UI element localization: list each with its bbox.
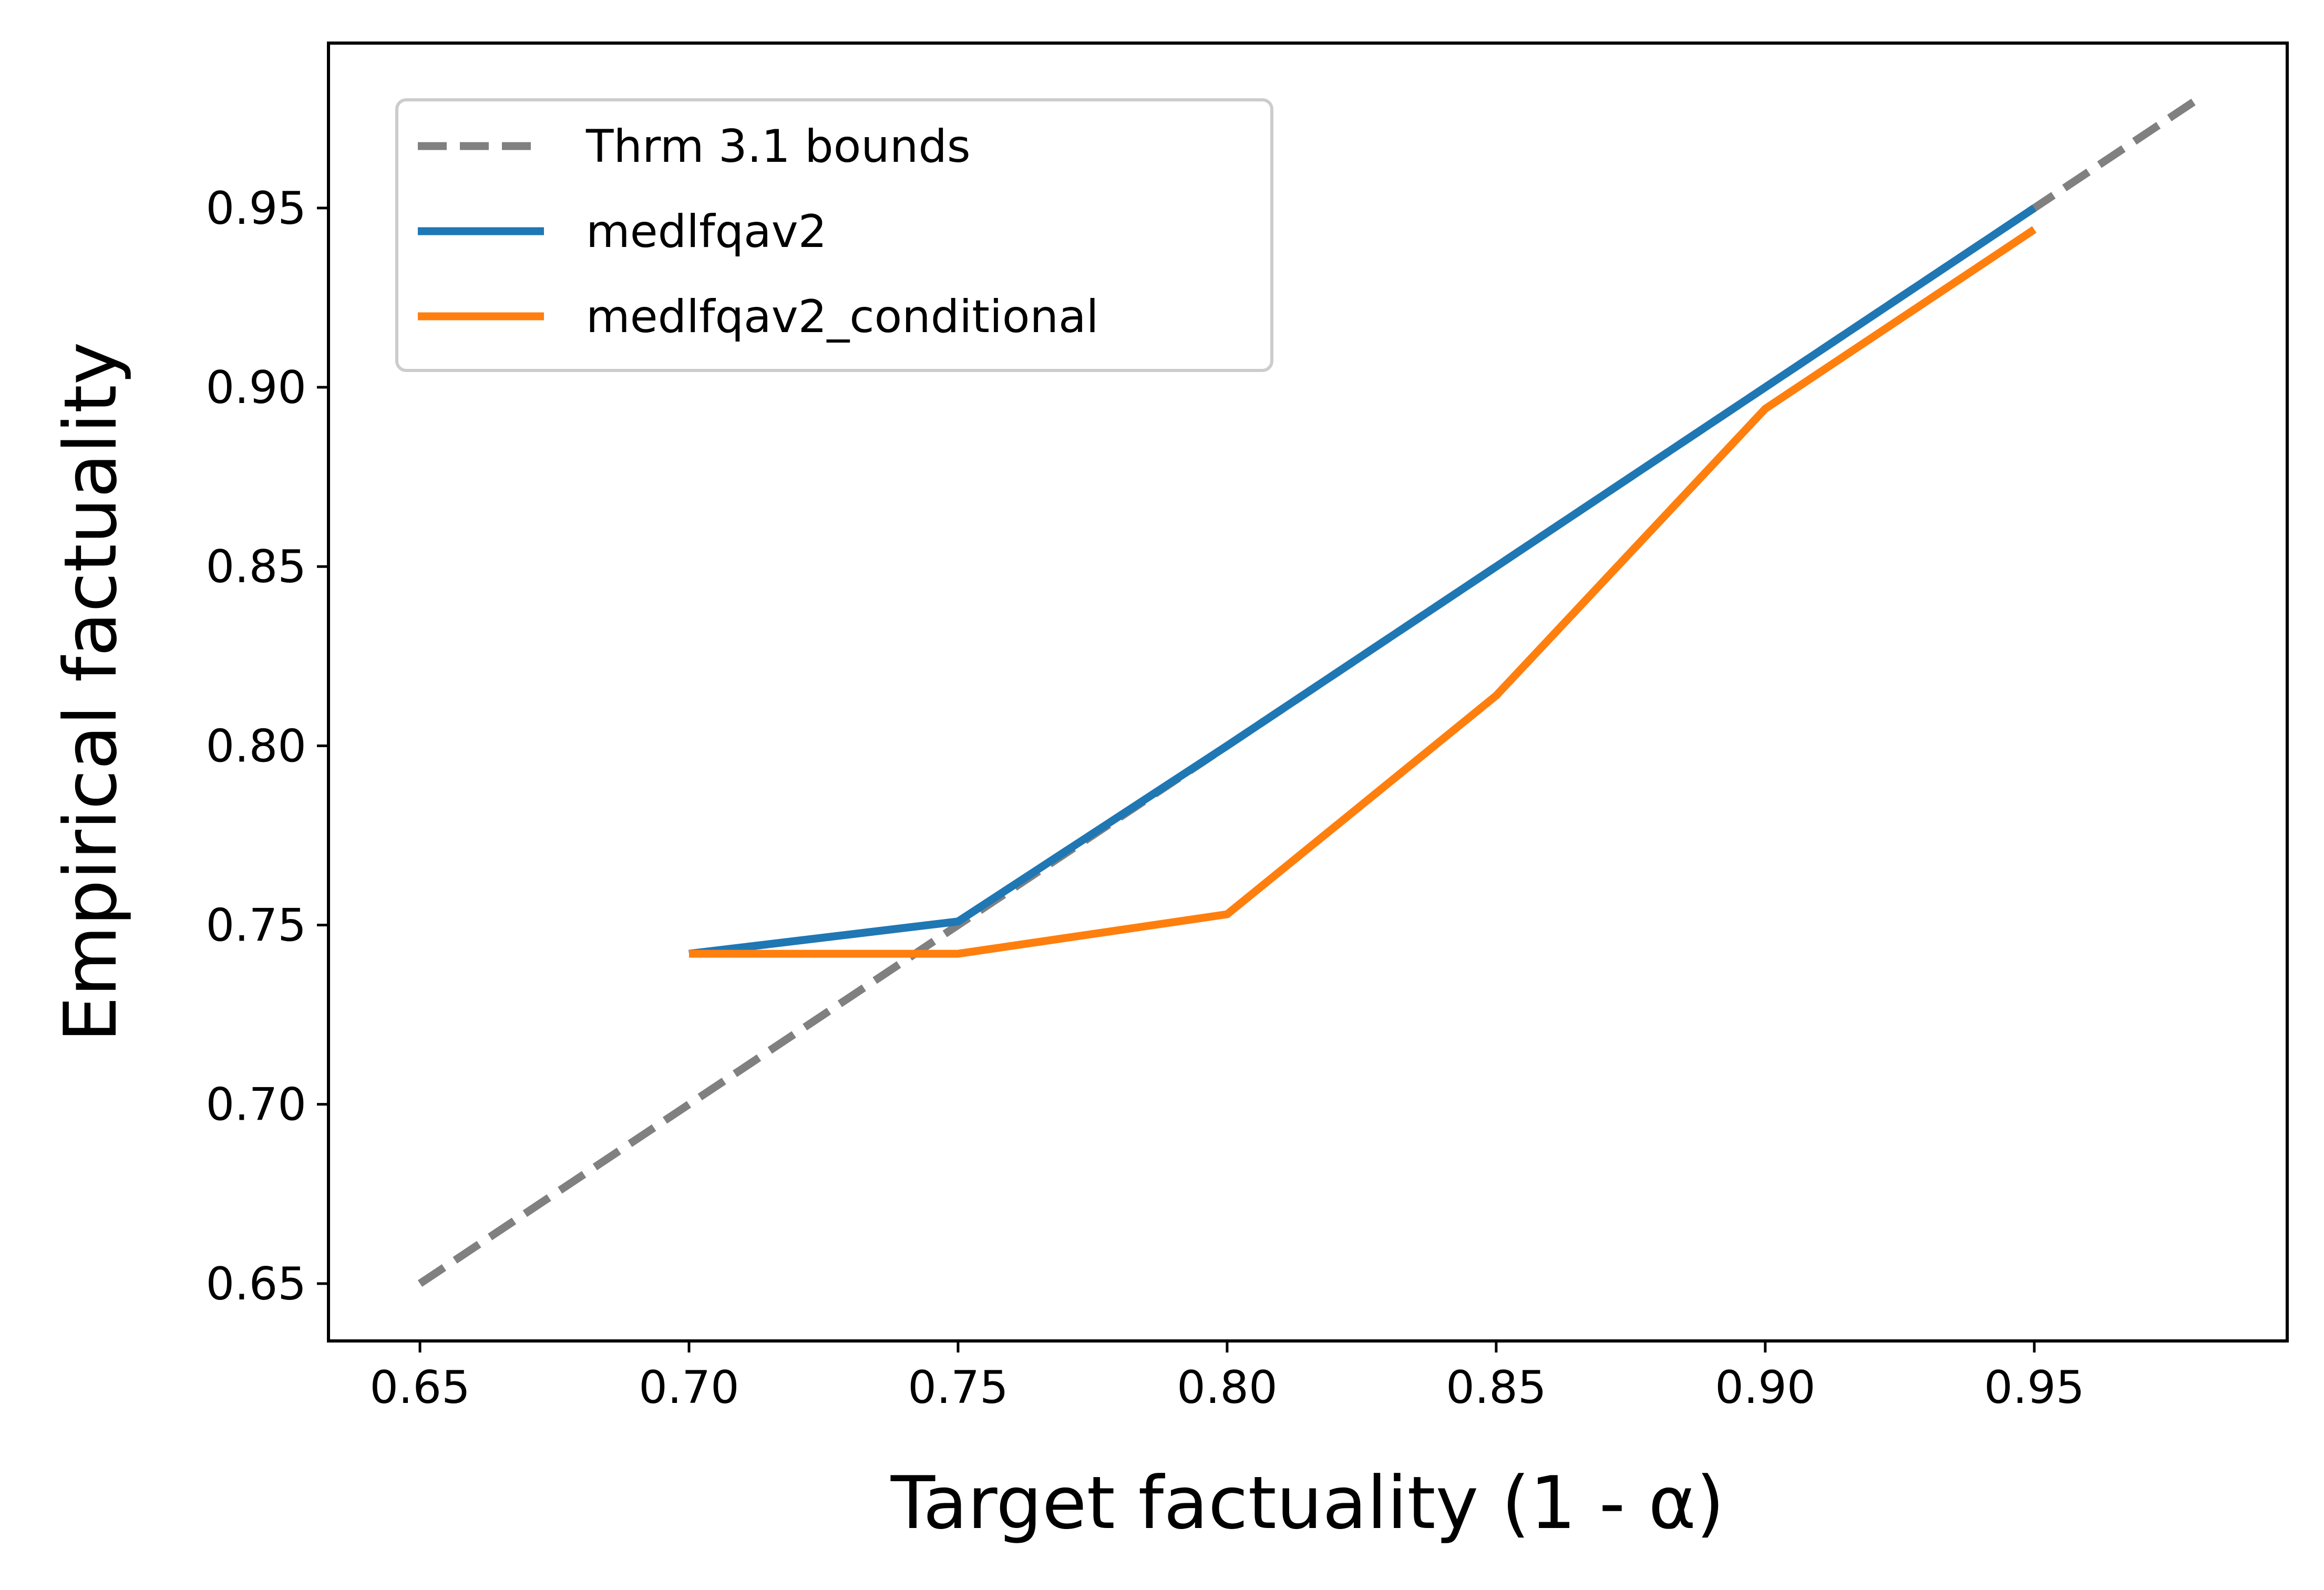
- x-tick-label: 0.65: [369, 1361, 470, 1414]
- legend-box: [395, 98, 1273, 372]
- y-tick-label: 0.95: [206, 182, 306, 235]
- y-axis-ticks: 0.65 0.70 0.75 0.80 0.85 0.90 0.95: [206, 182, 328, 1310]
- medlfqav2-line: [688, 204, 2037, 958]
- y-tick-label: 0.65: [206, 1258, 306, 1310]
- x-tick-label: 0.90: [1715, 1361, 1815, 1414]
- legend-label-thrm: Thrm 3.1 bounds: [585, 120, 971, 173]
- x-tick-label: 0.75: [908, 1361, 1008, 1414]
- y-tick-label: 0.85: [206, 541, 306, 593]
- plot-frame: [327, 42, 2289, 1343]
- x-tick-label: 0.70: [639, 1361, 739, 1414]
- y-tick-label: 0.80: [206, 720, 306, 772]
- x-tick-label: 0.85: [1446, 1361, 1546, 1414]
- legend-label-medlfqav2-conditional: medlfqav2_conditional: [586, 291, 1099, 343]
- y-tick-label: 0.90: [206, 362, 306, 414]
- legend: Thrm 3.1 bounds medlfqav2 medlfqav2_cond…: [395, 98, 1273, 372]
- x-axis-ticks: 0.65 0.70 0.75 0.80 0.85 0.90 0.95: [369, 1341, 2085, 1414]
- x-axis-label: Target factuality (1 - α): [890, 1461, 1724, 1545]
- medlfqav2-conditional-line: [689, 226, 2037, 958]
- y-axis-label: Empirical factuality: [48, 342, 133, 1042]
- x-tick-label: 0.80: [1177, 1361, 1277, 1414]
- y-tick-label: 0.75: [206, 900, 306, 952]
- series-layer: [417, 97, 2198, 1287]
- x-tick-label: 0.95: [1984, 1361, 2084, 1414]
- legend-label-medlfqav2: medlfqav2: [586, 205, 827, 258]
- y-tick-label: 0.70: [206, 1079, 306, 1131]
